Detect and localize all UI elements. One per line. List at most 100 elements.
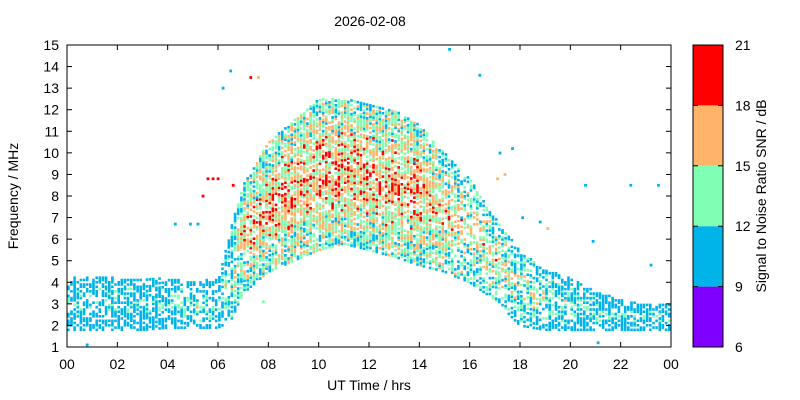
data-point	[277, 154, 281, 158]
data-point	[378, 246, 382, 250]
data-point	[274, 174, 278, 177]
data-point	[108, 324, 111, 327]
data-point	[293, 240, 297, 244]
data-point	[243, 261, 246, 264]
data-point	[488, 292, 492, 296]
data-point	[400, 142, 404, 145]
data-point	[494, 243, 498, 246]
data-point	[145, 307, 149, 311]
data-point	[362, 220, 366, 223]
data-point	[233, 269, 237, 272]
data-point	[328, 232, 331, 235]
data-point	[620, 324, 624, 327]
data-point	[432, 140, 435, 144]
data-point	[167, 290, 171, 293]
data-point	[334, 180, 338, 184]
data-point	[277, 227, 281, 230]
data-point	[95, 281, 98, 284]
data-point	[277, 206, 281, 210]
data-point	[293, 229, 297, 233]
data-point	[148, 309, 152, 313]
data-point	[353, 186, 356, 189]
data-point	[391, 130, 394, 133]
data-point	[438, 167, 441, 170]
data-point	[457, 190, 460, 193]
data-point	[365, 144, 369, 147]
data-point	[554, 285, 558, 289]
data-point	[516, 261, 520, 264]
data-point	[262, 193, 265, 196]
data-point	[161, 320, 164, 323]
data-point	[447, 174, 451, 178]
data-point	[466, 216, 470, 220]
data-point	[428, 207, 432, 211]
data-point	[296, 139, 300, 143]
data-point	[271, 232, 275, 235]
data-point	[397, 114, 400, 117]
data-point	[494, 249, 498, 253]
data-point	[142, 308, 146, 311]
data-point	[265, 201, 268, 205]
data-point	[101, 290, 105, 293]
data-point	[381, 188, 385, 192]
data-point	[331, 240, 334, 244]
data-point	[551, 283, 555, 286]
data-point	[428, 232, 432, 236]
data-point	[441, 179, 444, 182]
data-point	[299, 254, 303, 257]
data-point	[387, 120, 391, 123]
data-point	[564, 287, 567, 291]
data-point	[378, 167, 382, 171]
data-point	[432, 244, 435, 248]
data-point	[259, 270, 262, 274]
data-point	[343, 131, 347, 135]
data-point	[369, 135, 372, 139]
data-point	[391, 146, 394, 149]
data-point	[438, 246, 441, 249]
data-point	[274, 185, 278, 189]
data-point	[551, 287, 555, 291]
data-point	[479, 245, 482, 248]
data-point	[356, 139, 360, 142]
data-point	[293, 202, 297, 205]
data-point	[529, 296, 533, 300]
data-point	[296, 228, 300, 231]
data-point	[422, 158, 426, 162]
data-point	[205, 294, 209, 298]
data-point	[161, 281, 164, 285]
data-point	[611, 303, 614, 307]
data-point	[394, 158, 397, 161]
data-point	[617, 324, 621, 327]
data-point	[262, 229, 265, 232]
data-point	[485, 208, 489, 212]
data-point	[356, 114, 360, 117]
data-point	[92, 290, 95, 293]
data-point	[350, 187, 353, 191]
data-point	[306, 194, 309, 198]
data-point	[252, 264, 256, 268]
data-point	[315, 181, 319, 185]
data-point	[384, 130, 388, 134]
data-point	[170, 306, 174, 309]
data-point	[387, 179, 391, 182]
data-point	[400, 235, 404, 238]
data-point	[108, 319, 111, 323]
data-point	[337, 191, 341, 195]
data-point	[186, 324, 190, 327]
data-point	[82, 301, 86, 304]
data-point	[274, 233, 278, 236]
data-point	[334, 162, 338, 166]
data-point	[174, 319, 177, 323]
data-point	[309, 193, 312, 196]
data-point	[277, 143, 281, 146]
data-point	[441, 181, 444, 185]
data-point	[293, 211, 297, 214]
data-point	[328, 234, 331, 238]
data-point	[372, 125, 375, 128]
data-point	[570, 299, 573, 302]
data-point	[227, 250, 231, 254]
data-point	[337, 166, 341, 170]
data-point	[318, 162, 322, 165]
data-point	[384, 237, 388, 240]
